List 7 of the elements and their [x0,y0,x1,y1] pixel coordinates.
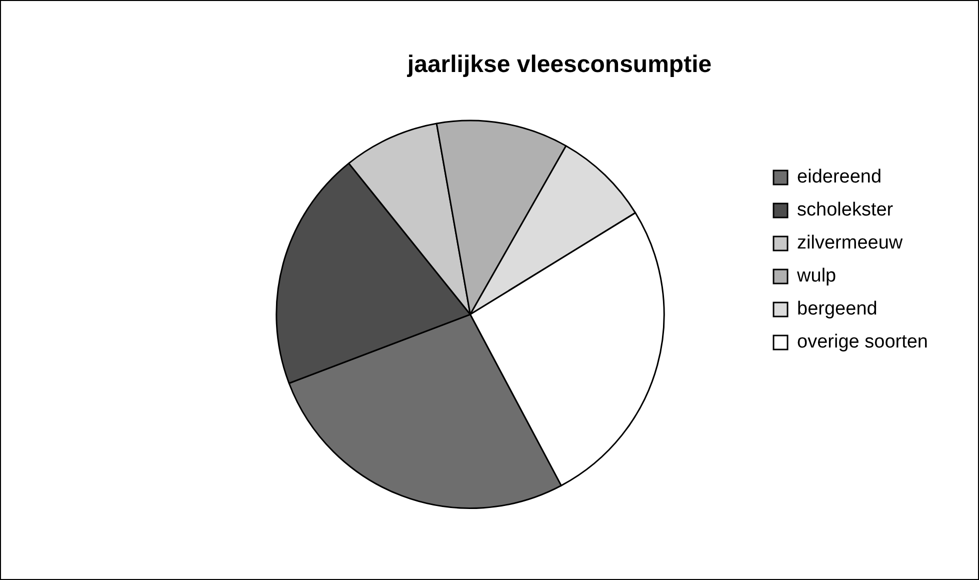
legend-label: zilvermeeuw [797,232,903,254]
legend-label: overige soorten [797,332,928,353]
legend-label: wulp [796,266,836,287]
legend-label: scholekster [797,200,894,221]
legend-label: bergeend [797,298,878,320]
legend-label: eidereend [797,166,882,188]
chart-title: jaarlijkse vleesconsumptie [406,51,712,78]
